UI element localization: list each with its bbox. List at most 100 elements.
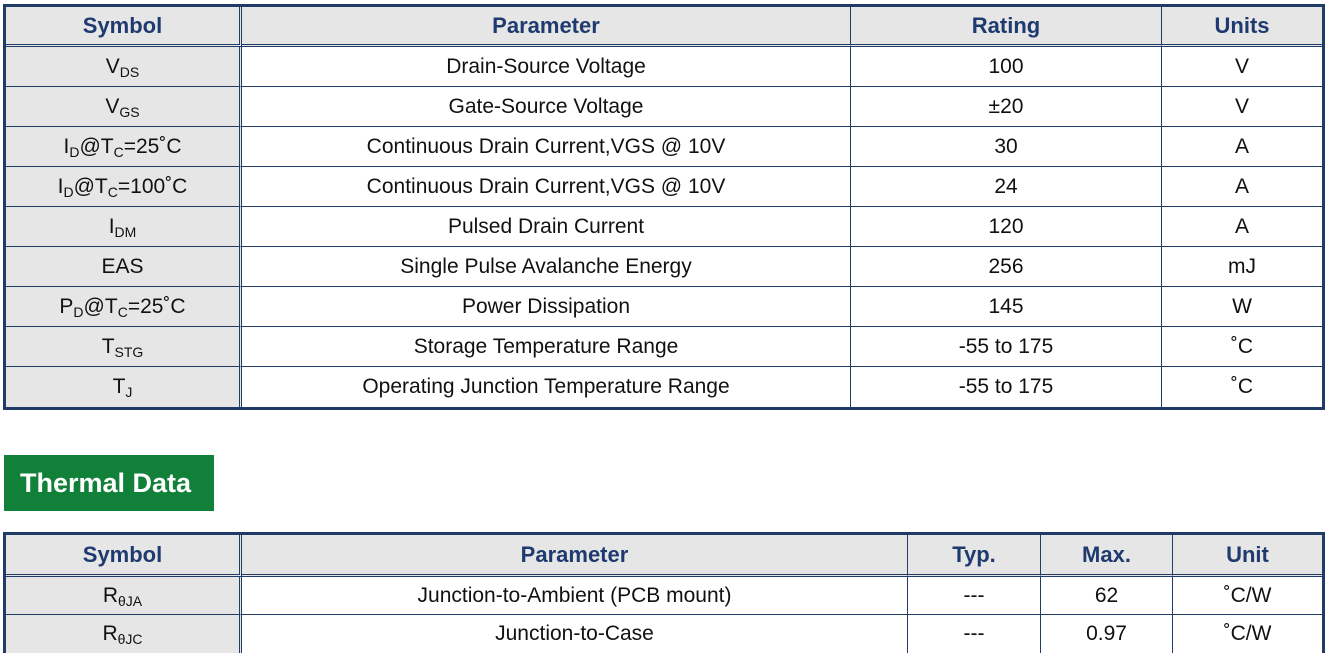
parameter-cell: Single Pulse Avalanche Energy (242, 247, 851, 287)
header-typ: Typ. (908, 535, 1041, 577)
symbol-subscript: DM (114, 223, 137, 240)
table-row: RθJC Junction-to-Case --- 0.97 ˚C/W (6, 615, 1322, 653)
symbol-subscript: D (73, 303, 84, 320)
symbol-tail: @T (83, 294, 118, 318)
table-row: IDM Pulsed Drain Current 120 A (6, 207, 1322, 247)
parameter-cell: Drain-Source Voltage (242, 47, 851, 87)
symbol-main: V (105, 54, 120, 78)
symbol-cell: RθJC (6, 615, 242, 653)
typ-cell: --- (908, 615, 1041, 653)
parameter-cell: Continuous Drain Current,VGS @ 10V (242, 167, 851, 207)
table-row: TJ Operating Junction Temperature Range -5… (6, 367, 1322, 407)
symbol-subscript: θJC (117, 631, 143, 647)
rating-cell: 256 (851, 247, 1162, 287)
symbol-cell: RθJA (6, 577, 242, 615)
unit-cell: ˚C/W (1173, 577, 1322, 615)
header-parameter: Parameter (242, 7, 851, 47)
rating-cell: 30 (851, 127, 1162, 167)
units-cell: V (1162, 87, 1322, 127)
parameter-cell: Operating Junction Temperature Range (242, 367, 851, 407)
symbol-main: I (108, 214, 115, 238)
parameter-cell: Gate-Source Voltage (242, 87, 851, 127)
table-header-row: Symbol Parameter Rating Units (6, 7, 1322, 47)
symbol-subscript: θJA (118, 592, 143, 609)
symbol-main: R (102, 583, 119, 607)
rating-cell: ±20 (851, 87, 1162, 127)
max-cell: 62 (1041, 577, 1173, 615)
units-cell: A (1162, 207, 1322, 247)
symbol-tail: @T (73, 174, 108, 198)
symbol-cell: TSTG (6, 327, 242, 367)
table-row: TSTG Storage Temperature Range -55 to 175 ˚… (6, 327, 1322, 367)
symbol-main: EAS (101, 254, 144, 278)
symbol-cell: PD@TC=25˚C (6, 287, 242, 327)
symbol-main: I (63, 134, 70, 158)
symbol-cell: VGS (6, 87, 242, 127)
symbol-cell: TJ (6, 367, 242, 407)
rating-cell: 24 (851, 167, 1162, 207)
symbol-main: I (57, 174, 64, 198)
symbol-subscript-2: C (107, 183, 118, 200)
symbol-main: V (105, 94, 120, 118)
unit-cell: ˚C/W (1173, 615, 1322, 653)
table-row: ID@TC=100˚C Continuous Drain Current,VGS … (6, 167, 1322, 207)
parameter-cell: Storage Temperature Range (242, 327, 851, 367)
units-cell: mJ (1162, 247, 1322, 287)
units-cell: ˚C (1162, 367, 1322, 407)
absolute-max-ratings-table: Symbol Parameter Rating Units VDS Drain-S… (3, 4, 1325, 410)
parameter-cell: Junction-to-Case (242, 615, 908, 653)
units-cell: W (1162, 287, 1322, 327)
table-row: PD@TC=25˚C Power Dissipation 145 W (6, 287, 1322, 327)
symbol-cell: IDM (6, 207, 242, 247)
symbol-main: T (101, 334, 115, 358)
table-row: VGS Gate-Source Voltage ±20 V (6, 87, 1322, 127)
symbol-cell: VDS (6, 47, 242, 87)
rating-cell: -55 to 175 (851, 367, 1162, 407)
symbol-cell: ID@TC=100˚C (6, 167, 242, 207)
header-units: Units (1162, 7, 1322, 47)
symbol-subscript: J (125, 384, 133, 400)
symbol-subscript: DS (119, 63, 140, 80)
parameter-cell: Pulsed Drain Current (242, 207, 851, 247)
table-row: ID@TC=25˚C Continuous Drain Current,VGS @… (6, 127, 1322, 167)
section-title-thermal-data: Thermal Data (4, 455, 214, 511)
rating-cell: 100 (851, 47, 1162, 87)
header-rating: Rating (851, 7, 1162, 47)
symbol-main: T (112, 375, 126, 398)
header-unit: Unit (1173, 535, 1322, 577)
rating-cell: 120 (851, 207, 1162, 247)
symbol-cell: ID@TC=25˚C (6, 127, 242, 167)
symbol-subscript-2: C (117, 303, 128, 320)
symbol-subscript: D (63, 183, 74, 200)
header-max: Max. (1041, 535, 1173, 577)
symbol-tail-2: =100˚C (117, 174, 188, 198)
symbol-tail-2: =25˚C (123, 134, 182, 158)
parameter-cell: Power Dissipation (242, 287, 851, 327)
symbol-cell: EAS (6, 247, 242, 287)
table-row: VDS Drain-Source Voltage 100 V (6, 47, 1322, 87)
parameter-cell: Continuous Drain Current,VGS @ 10V (242, 127, 851, 167)
header-symbol: Symbol (6, 7, 242, 47)
units-cell: V (1162, 47, 1322, 87)
header-symbol: Symbol (6, 535, 242, 577)
rating-cell: -55 to 175 (851, 327, 1162, 367)
symbol-tail-2: =25˚C (127, 294, 186, 318)
symbol-subscript: GS (119, 103, 140, 120)
table-header-row: Symbol Parameter Typ. Max. Unit (6, 535, 1322, 577)
units-cell: A (1162, 167, 1322, 207)
rating-cell: 145 (851, 287, 1162, 327)
table-row: EAS Single Pulse Avalanche Energy 256 mJ (6, 247, 1322, 287)
max-cell: 0.97 (1041, 615, 1173, 653)
symbol-subscript: D (69, 143, 80, 160)
symbol-subscript: STG (114, 343, 144, 360)
typ-cell: --- (908, 577, 1041, 615)
symbol-subscript-2: C (113, 143, 124, 160)
units-cell: A (1162, 127, 1322, 167)
symbol-tail: @T (79, 134, 114, 158)
thermal-data-table: Symbol Parameter Typ. Max. Unit RθJA Junc… (3, 532, 1325, 653)
symbol-main: P (59, 294, 74, 318)
header-parameter: Parameter (242, 535, 908, 577)
table-row: RθJA Junction-to-Ambient (PCB mount) --- 62… (6, 577, 1322, 615)
parameter-cell: Junction-to-Ambient (PCB mount) (242, 577, 908, 615)
units-cell: ˚C (1162, 327, 1322, 367)
